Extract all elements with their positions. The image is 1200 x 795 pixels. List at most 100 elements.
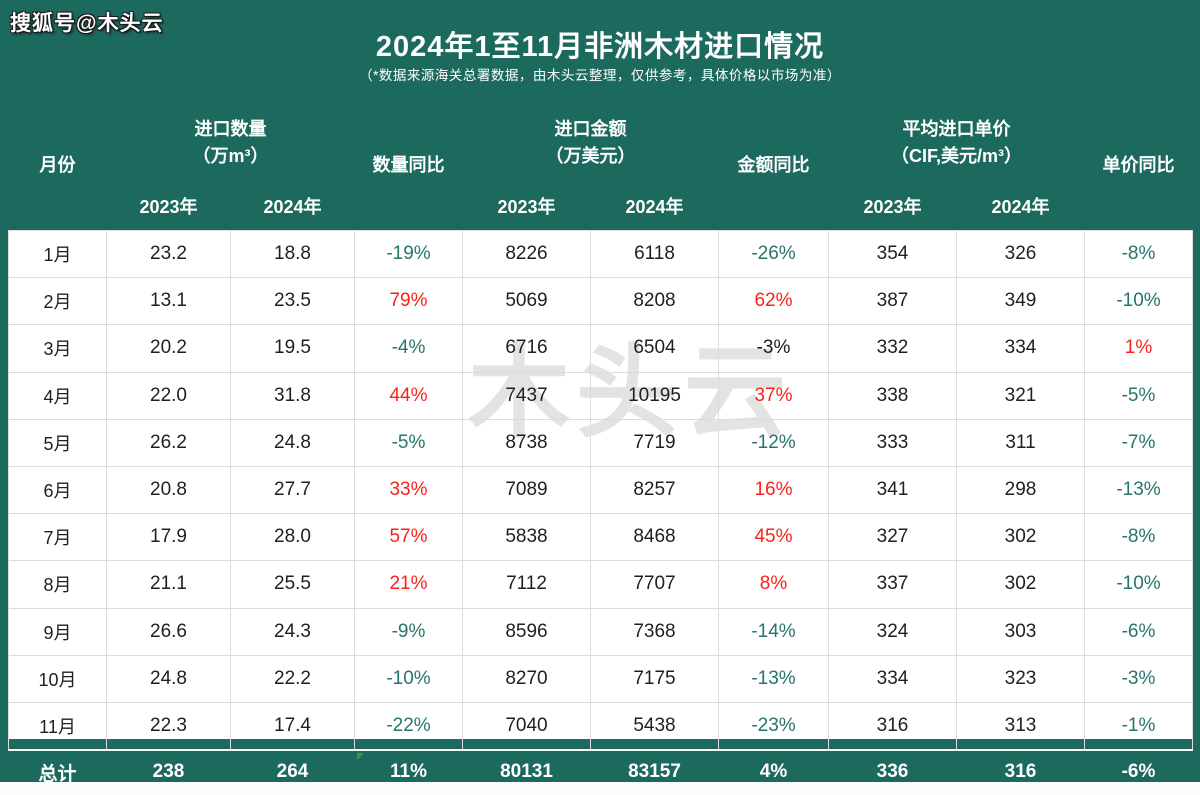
data-cell: 33% [354,465,463,515]
table-row: 7月 17.9 28.0 57% 5838 8468 45% 327 302 -8% [8,513,1194,562]
data-cell: 323 [955,654,1086,703]
data-cell: 16% [718,465,829,515]
data-cell: 321 [955,371,1086,420]
data-cell: 8270 [462,654,591,703]
table-row: 4月 22.0 31.8 44% 7437 10195 37% 338 321 -5% [8,371,1194,420]
data-cell: 313 [955,701,1086,751]
table-row: 10月 24.8 22.2 -10% 8270 7175 -13% 334 323 -3% [8,654,1194,703]
data-cell: -5% [354,418,463,467]
year-header-price-2024: 2024年 [991,197,1050,218]
year-header-qty-2024: 2024年 [263,197,322,218]
data-cell: 6716 [462,324,591,373]
data-cell: 17.4 [230,701,355,751]
data-cell: 311 [955,418,1086,467]
month-cell: 2月 [8,277,107,326]
data-cell: -14% [718,607,829,656]
data-cell: 44% [354,371,463,420]
table-row: 3月 20.2 19.5 -4% 6716 6504 -3% 332 334 1% [8,324,1194,373]
data-cell: 354 [828,229,957,279]
data-cell: 13.1 [106,277,231,326]
data-cell: 334 [828,654,957,703]
data-cell: -26% [718,229,829,279]
data-cell: 8208 [590,277,719,326]
data-cell: 22.2 [230,654,355,703]
data-cell: -10% [1084,277,1194,326]
data-cell: 7707 [590,560,719,609]
data-cell: 5838 [462,513,591,562]
year-header-amt-2023: 2023年 [497,197,556,218]
table-header: 月份 进口数量 （万m³） 数量同比 进口金额 （万美元） 金额同比 平均进口单… [9,100,1193,231]
page-subtitle: （*数据来源海关总署数据，由木头云整理，仅供参考，具体价格以市场为准） [359,68,841,83]
data-cell: -1% [1084,701,1194,751]
table-body: 1月 23.2 18.8 -19% 8226 6118 -26% 354 326 -8% 2月 13.… [8,229,1194,794]
data-cell: 8226 [462,229,591,279]
data-cell: -9% [354,607,463,656]
col-header-price-yoy: 单价同比 [1102,154,1175,175]
col-header-month: 月份 [39,154,76,175]
data-cell: -13% [718,654,829,703]
group-quantity-line2: （万m³） [192,145,269,166]
data-cell: 387 [828,277,957,326]
table-row: 9月 26.6 24.3 -9% 8596 7368 -14% 324 303 -6% [8,607,1194,656]
data-cell: -7% [1084,418,1194,467]
data-cell: 79% [354,277,463,326]
data-cell: 31.8 [230,371,355,420]
group-amount-line1: 进口金额 [554,119,627,140]
data-cell: 18.8 [230,229,355,279]
data-cell: 327 [828,513,957,562]
data-cell: 302 [955,560,1086,609]
group-quantity-line1: 进口数量 [194,119,267,140]
data-cell: 6504 [590,324,719,373]
import-data-table: 月份 进口数量 （万m³） 数量同比 进口金额 （万美元） 金额同比 平均进口单… [8,100,1194,794]
data-cell: 7040 [462,701,591,751]
data-cell: 24.8 [106,654,231,703]
data-cell: 23.2 [106,229,231,279]
data-cell: 337 [828,560,957,609]
data-cell: 1% [1084,324,1194,373]
table-row: 1月 23.2 18.8 -19% 8226 6118 -26% 354 326 -8% [8,229,1194,279]
data-cell: 25.5 [230,560,355,609]
data-cell: 333 [828,418,957,467]
month-cell: 3月 [8,324,107,373]
col-header-quantity-yoy: 数量同比 [372,154,445,175]
group-price-line1: 平均进口单价 [902,119,1011,140]
col-group-unit-price: 平均进口单价 （CIF,美元/m³） [829,100,1085,185]
data-cell: 26.6 [106,607,231,656]
month-cell: 5月 [8,418,107,467]
data-cell: 324 [828,607,957,656]
data-cell: 7089 [462,465,591,515]
data-cell: 8468 [590,513,719,562]
table-row: 6月 20.8 27.7 33% 7089 8257 16% 341 298 -13% [8,465,1194,515]
data-cell: 332 [828,324,957,373]
data-cell: 303 [955,607,1086,656]
data-cell: 302 [955,513,1086,562]
data-cell: 20.8 [106,465,231,515]
month-cell: 8月 [8,560,107,609]
table-row: 8月 21.1 25.5 21% 7112 7707 8% 337 302 -10% [8,560,1194,609]
data-cell: -8% [1084,229,1194,279]
year-header-qty-2023: 2023年 [139,197,198,218]
table-row: 5月 26.2 24.8 -5% 8738 7719 -12% 333 311 -7% [8,418,1194,467]
data-cell: 20.2 [106,324,231,373]
year-header-price-2023: 2023年 [863,197,922,218]
data-cell: 8% [718,560,829,609]
data-cell: -4% [354,324,463,373]
data-cell: -23% [718,701,829,751]
data-cell: 349 [955,277,1086,326]
data-cell: 5069 [462,277,591,326]
data-cell: 57% [354,513,463,562]
data-cell: -3% [718,324,829,373]
bottom-strip [0,782,1200,795]
data-cell: 8257 [590,465,719,515]
data-cell: 10195 [590,371,719,420]
data-cell: 22.3 [106,701,231,751]
data-cell: 6118 [590,229,719,279]
data-cell: 27.7 [230,465,355,515]
group-price-line2: （CIF,美元/m³） [891,145,1023,166]
data-cell: 24.3 [230,607,355,656]
data-cell: 62% [718,277,829,326]
group-amount-line2: （万美元） [545,145,636,166]
data-cell: -8% [1084,513,1194,562]
table-row: 11月 22.3 17.4 -22% 7040 5438 -23% 316 313 -1% [8,701,1194,751]
